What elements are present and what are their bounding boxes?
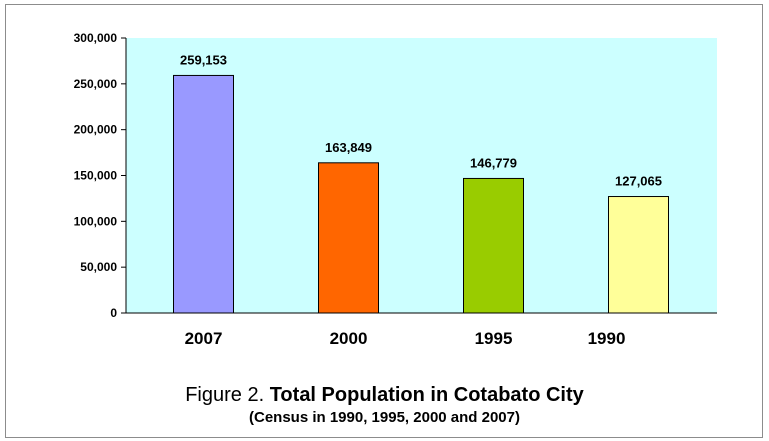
y-tick-label: 100,000 xyxy=(74,214,118,228)
y-tick-label: 150,000 xyxy=(74,169,118,183)
bar-2000 xyxy=(318,162,379,314)
data-label-2007: 259,153 xyxy=(180,52,227,67)
x-tick-label-1990: 1990 xyxy=(588,329,626,348)
data-labels: 259,153 163,849 146,779 127,065 xyxy=(180,52,662,188)
y-tick-label: 250,000 xyxy=(74,77,118,91)
figure-caption: Figure 2. Total Population in Cotabato C… xyxy=(0,384,769,407)
y-axis-ticks: 0 50,000 100,000 150,000 200,000 250,000 300,0… xyxy=(74,31,126,320)
caption-prefix: Figure 2. xyxy=(185,384,270,406)
y-tick-label: 300,000 xyxy=(74,31,118,45)
x-tick-label-2000: 2000 xyxy=(330,329,368,348)
bar-2007 xyxy=(173,74,234,314)
bar-1990 xyxy=(608,196,669,314)
y-tick-label: 50,000 xyxy=(80,260,117,274)
data-label-1990: 127,065 xyxy=(615,174,662,189)
y-tick-label: 200,000 xyxy=(74,123,118,137)
data-label-1995: 146,779 xyxy=(470,155,517,170)
data-label-2000: 163,849 xyxy=(325,140,372,155)
x-tick-label-1995: 1995 xyxy=(475,329,513,348)
caption-title: Total Population in Cotabato City xyxy=(269,384,584,406)
x-axis-labels: 2007 2000 1995 1990 xyxy=(185,329,626,348)
x-tick-label-2007: 2007 xyxy=(185,329,223,348)
bars-group xyxy=(173,74,669,314)
bar-1995 xyxy=(463,177,524,314)
caption-subtitle: (Census in 1990, 1995, 2000 and 2007) xyxy=(249,409,520,426)
y-tick-label: 0 xyxy=(110,306,117,320)
